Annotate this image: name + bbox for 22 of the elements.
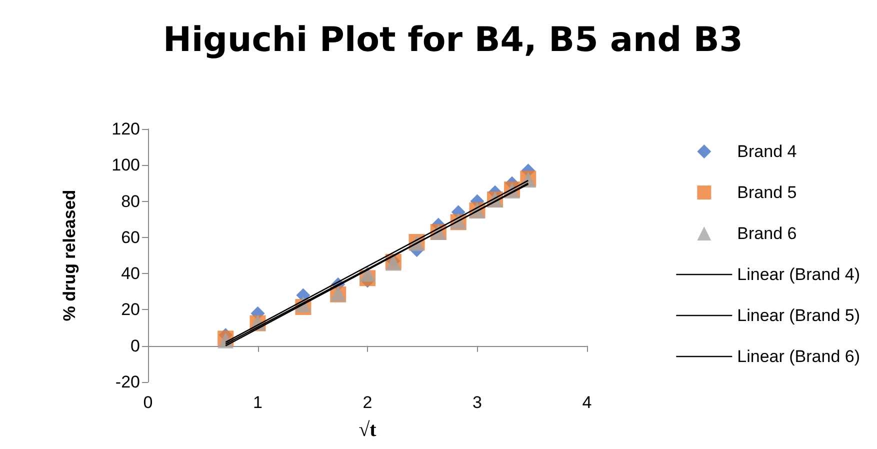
y-tick-label: 0	[130, 336, 140, 356]
y-tick-label: 40	[121, 264, 140, 284]
legend-label: Brand 4	[737, 142, 797, 161]
y-tick-label: 80	[121, 192, 140, 211]
x-tick-label: 1	[253, 393, 262, 412]
y-axis-title: % drug released	[60, 190, 79, 322]
legend-label: Linear (Brand 6)	[737, 347, 860, 366]
x-tick-label: 3	[472, 393, 482, 412]
legend-label: Linear (Brand 4)	[737, 265, 860, 284]
x-tick-label: 0	[143, 393, 153, 412]
y-tick-label: 20	[121, 300, 140, 320]
y-tick-label: 60	[121, 228, 140, 247]
legend-label: Brand 6	[737, 224, 797, 243]
x-axis-title: √t	[358, 419, 377, 441]
legend-label: Linear (Brand 5)	[737, 306, 860, 325]
x-tick-label: 2	[362, 393, 372, 412]
legend-label: Brand 5	[737, 183, 797, 202]
x-tick-label: 4	[582, 393, 592, 412]
y-tick-label: 100	[112, 156, 140, 175]
y-tick-label: -20	[115, 372, 140, 392]
chart-title: Higuchi Plot for B4, B5 and B3	[163, 20, 743, 60]
y-tick-label: 120	[112, 120, 140, 138]
